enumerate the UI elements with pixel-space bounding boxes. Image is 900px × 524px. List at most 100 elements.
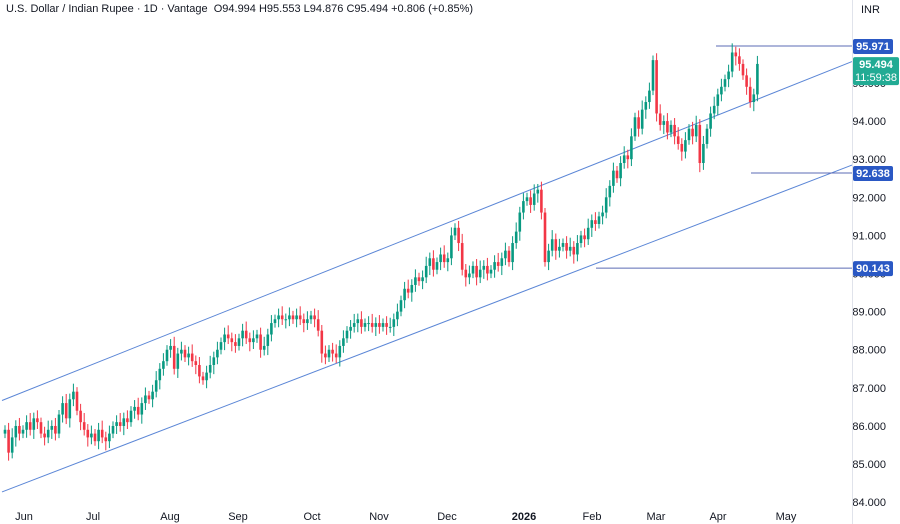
candle[interactable]	[194, 355, 198, 375]
candle[interactable]	[417, 272, 421, 286]
candle[interactable]	[349, 320, 352, 339]
candle[interactable]	[421, 270, 424, 290]
candle[interactable]	[540, 181, 543, 220]
candle[interactable]	[288, 307, 291, 327]
candle[interactable]	[270, 315, 273, 342]
candle[interactable]	[367, 316, 370, 332]
candle[interactable]	[464, 264, 468, 287]
candle[interactable]	[126, 410, 129, 430]
candle[interactable]	[216, 341, 219, 365]
candle[interactable]	[280, 306, 284, 325]
candle[interactable]	[558, 238, 561, 258]
candle[interactable]	[324, 345, 327, 365]
candle[interactable]	[237, 333, 241, 351]
candle[interactable]	[662, 115, 666, 135]
candle[interactable]	[399, 295, 403, 317]
candle[interactable]	[626, 149, 630, 169]
candle[interactable]	[230, 332, 234, 352]
candle[interactable]	[313, 308, 316, 328]
channel-upper-line[interactable]	[1, 61, 853, 401]
candle[interactable]	[500, 252, 504, 276]
candle[interactable]	[46, 420, 50, 444]
candle[interactable]	[363, 318, 367, 332]
candle[interactable]	[637, 110, 640, 137]
candle[interactable]	[550, 230, 554, 257]
candle[interactable]	[327, 345, 331, 362]
candle[interactable]	[457, 220, 460, 252]
candle[interactable]	[748, 77, 752, 108]
candle[interactable]	[619, 156, 622, 187]
time-axis[interactable]: Jun Jul Aug Sep Oct Nov Dec 2026 Feb Mar Apr May	[15, 511, 797, 523]
candle[interactable]	[86, 424, 90, 447]
candle[interactable]	[468, 265, 471, 285]
candle[interactable]	[640, 100, 644, 135]
candle[interactable]	[39, 417, 43, 439]
candle[interactable]	[10, 428, 14, 459]
candle[interactable]	[738, 48, 741, 71]
candle[interactable]	[583, 228, 586, 248]
candle[interactable]	[75, 387, 79, 416]
candle[interactable]	[471, 261, 475, 279]
candle[interactable]	[208, 355, 212, 379]
currency-label[interactable]: INR	[861, 4, 880, 16]
candle[interactable]	[543, 207, 547, 267]
candle[interactable]	[716, 88, 720, 115]
candle[interactable]	[133, 400, 136, 419]
candle[interactable]	[615, 166, 619, 183]
candle[interactable]	[64, 393, 68, 425]
candle[interactable]	[442, 245, 446, 268]
candle[interactable]	[104, 431, 108, 451]
candle[interactable]	[100, 420, 104, 444]
candle[interactable]	[50, 420, 54, 439]
candle[interactable]	[255, 329, 259, 343]
candle[interactable]	[424, 256, 428, 284]
candle[interactable]	[140, 397, 144, 424]
candle[interactable]	[756, 55, 759, 102]
candle[interactable]	[306, 311, 309, 330]
candle[interactable]	[118, 413, 122, 432]
candle[interactable]	[338, 340, 342, 367]
candle[interactable]	[576, 235, 579, 262]
candle[interactable]	[705, 124, 709, 149]
candle[interactable]	[496, 252, 500, 272]
candle[interactable]	[536, 183, 540, 203]
candle[interactable]	[504, 242, 507, 266]
candle[interactable]	[334, 344, 338, 364]
candle[interactable]	[694, 115, 698, 143]
candle[interactable]	[511, 236, 514, 271]
candle[interactable]	[284, 313, 288, 329]
candle[interactable]	[212, 351, 216, 375]
candle[interactable]	[82, 413, 86, 436]
candle[interactable]	[410, 279, 414, 302]
candle[interactable]	[374, 317, 378, 337]
candle[interactable]	[709, 106, 712, 137]
candle[interactable]	[608, 180, 612, 207]
candle[interactable]	[673, 118, 676, 145]
candle[interactable]	[712, 96, 716, 120]
symbol-name[interactable]: U.S. Dollar / Indian Rupee	[6, 3, 134, 15]
candle[interactable]	[403, 281, 406, 309]
candle[interactable]	[590, 214, 594, 237]
candle[interactable]	[169, 339, 172, 358]
candle[interactable]	[644, 96, 648, 119]
candle[interactable]	[727, 64, 730, 88]
candle[interactable]	[154, 371, 158, 398]
candle[interactable]	[684, 132, 687, 159]
candle[interactable]	[702, 135, 705, 170]
candle[interactable]	[730, 43, 734, 78]
candle[interactable]	[352, 313, 356, 333]
candle[interactable]	[432, 250, 435, 277]
candle[interactable]	[669, 120, 673, 138]
candle[interactable]	[680, 138, 684, 161]
candle[interactable]	[302, 313, 306, 333]
candle[interactable]	[129, 406, 133, 427]
price-axis[interactable]: 84.00085.00086.00087.00088.00089.00090.0…	[852, 78, 886, 509]
candle[interactable]	[198, 356, 201, 384]
candle[interactable]	[507, 246, 511, 267]
candle[interactable]	[205, 365, 208, 389]
candle[interactable]	[529, 190, 532, 213]
candle[interactable]	[266, 328, 270, 356]
candle[interactable]	[698, 119, 702, 173]
candle[interactable]	[147, 390, 151, 404]
candle[interactable]	[90, 425, 93, 445]
